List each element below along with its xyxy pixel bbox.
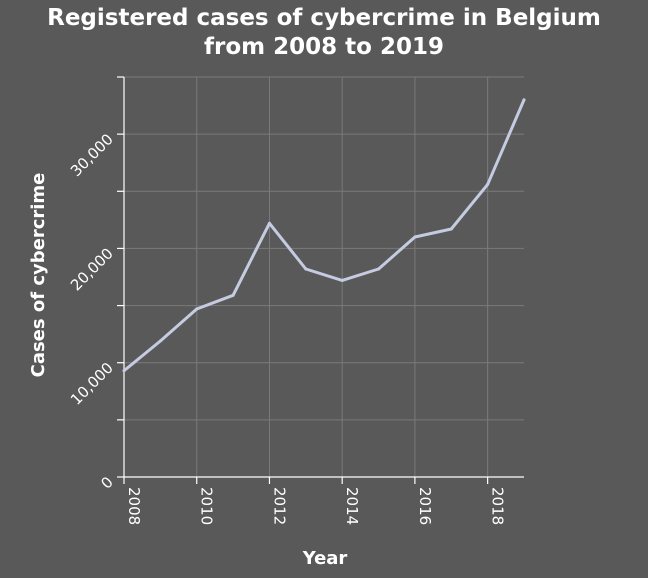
y-tick-label: 30,000 <box>67 130 117 180</box>
data-point <box>195 308 198 311</box>
data-point <box>123 369 126 372</box>
data-point <box>268 222 271 225</box>
y-tick-label: 0 <box>97 473 116 492</box>
series-layer <box>123 98 526 372</box>
y-tick-label: 10,000 <box>67 359 117 409</box>
x-tick-label: 2014 <box>343 487 361 525</box>
grid <box>124 77 524 477</box>
x-tick-label: 2010 <box>198 487 216 525</box>
data-point <box>377 268 380 271</box>
x-tick-label: 2016 <box>416 487 434 525</box>
x-tick-label: 2018 <box>489 487 507 525</box>
x-tick-label: 2008 <box>125 487 143 525</box>
series-line <box>124 100 524 371</box>
axes <box>117 77 524 484</box>
data-point <box>523 98 526 101</box>
data-point <box>413 236 416 239</box>
data-point <box>304 268 307 271</box>
data-point <box>486 183 489 186</box>
y-tick-label: 20,000 <box>67 245 117 295</box>
data-point <box>341 279 344 282</box>
x-tick-label: 2012 <box>270 487 288 525</box>
data-point <box>232 294 235 297</box>
data-point <box>450 228 453 231</box>
x-axis-title: Year <box>302 548 348 569</box>
y-axis-title: Cases of cybercrime <box>28 173 49 378</box>
tick-labels: 2008 2010 2012 2014 2016 2018 0 10,000 20,000 30,… <box>67 130 507 525</box>
data-point <box>159 340 162 343</box>
